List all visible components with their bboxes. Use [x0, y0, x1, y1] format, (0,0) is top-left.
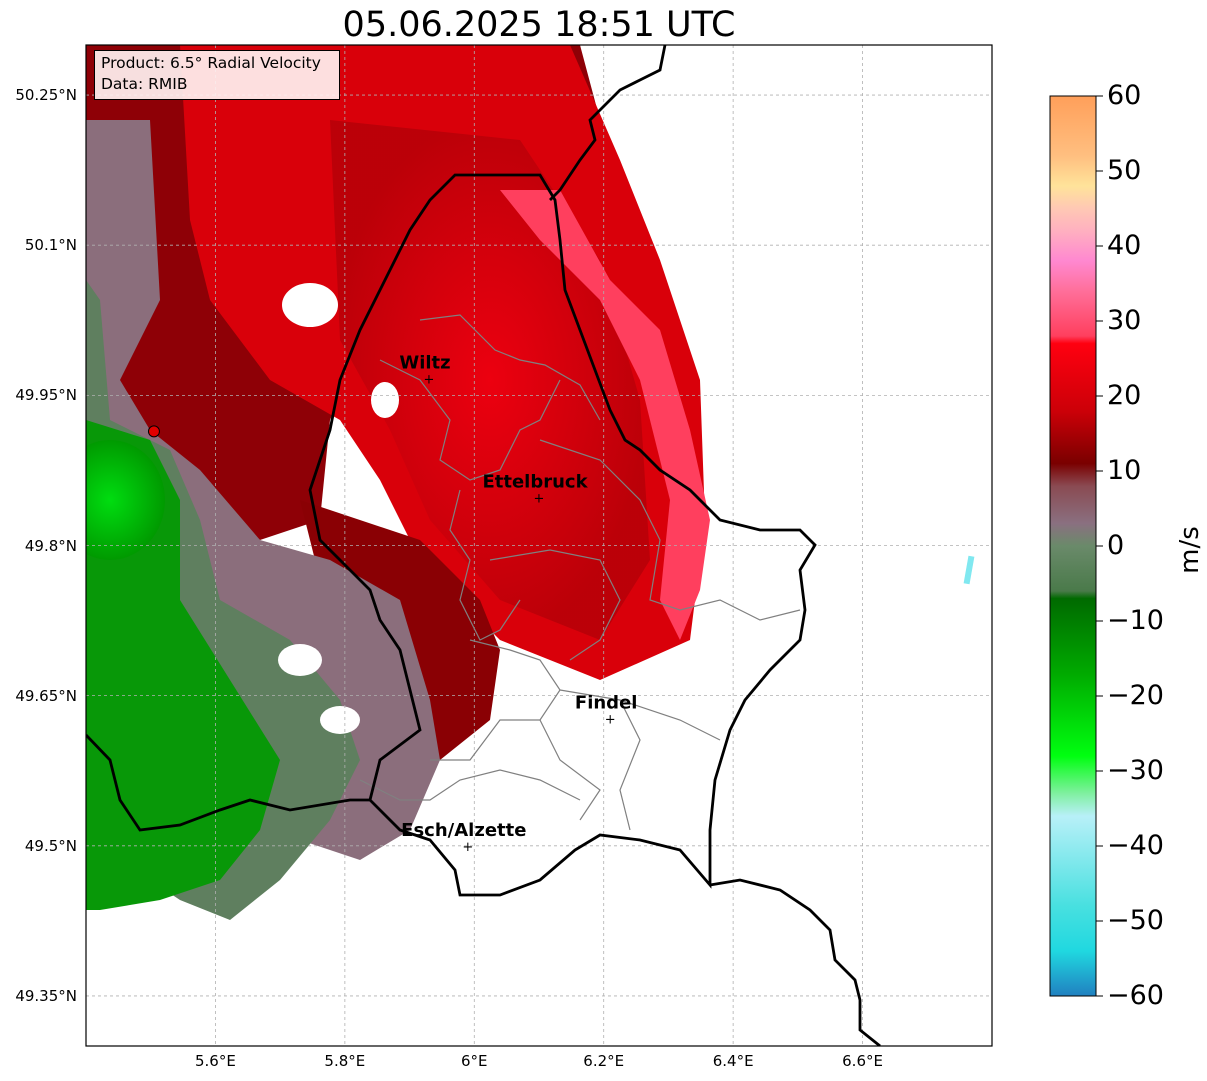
map-frame [85, 44, 993, 1047]
colorbar-tick-label: −40 [1107, 830, 1164, 861]
colorbar-unit-label: m/s [1175, 526, 1205, 574]
city-marker: + [534, 491, 545, 506]
city-markers: +Wiltz+Ettelbruck+Findel+Esch/Alzette [399, 352, 637, 854]
colorbar-tick-label: 50 [1107, 155, 1142, 186]
product-info-box: Product: 6.5° Radial Velocity Data: RMIB [94, 50, 340, 100]
echo-purple [86, 120, 440, 860]
colorbar-tick-label: −60 [1107, 980, 1164, 1011]
national-borders [86, 45, 881, 1046]
lat-tick-label: 49.35°N [15, 986, 77, 1005]
echo-pink [500, 190, 710, 640]
product-label: Product: 6.5° Radial Velocity [101, 54, 321, 72]
lat-tick-label: 49.5°N [24, 836, 77, 855]
border-de-north [549, 45, 667, 201]
colorbar-tick-label: −20 [1107, 680, 1164, 711]
city-marker: + [605, 713, 616, 728]
data-source-label: Data: RMIB [101, 75, 188, 93]
lat-tick-label: 49.8°N [24, 536, 77, 555]
city-label: Findel [575, 693, 638, 714]
lat-tick-label: 49.65°N [15, 686, 77, 705]
border-be-fr [86, 734, 370, 832]
colorbar-tick-label: 10 [1107, 455, 1142, 486]
colorbar [1049, 95, 1103, 997]
colorbar-tick-label: 20 [1107, 380, 1142, 411]
lon-tick-label: 6.6°E [842, 1052, 883, 1070]
city-marker: + [462, 840, 473, 855]
lon-tick-label: 5.6°E [195, 1052, 236, 1070]
lon-tick-label: 6.4°E [712, 1052, 754, 1070]
lon-tick-label: 5.8°E [324, 1052, 366, 1070]
canton-borders [359, 314, 801, 831]
city-label: Wiltz [399, 352, 450, 373]
colorbar-tick-label: 40 [1107, 230, 1142, 261]
echo-green-core [86, 440, 165, 560]
lon-tick-label: 6°E [461, 1052, 488, 1070]
radar-field [86, 45, 975, 920]
radar-site-marker [147, 425, 160, 438]
colorbar-tick-label: 60 [1107, 80, 1142, 111]
colorbar-tick-label: −50 [1107, 905, 1164, 936]
map-title: 05.06.2025 18:51 UTC [342, 5, 736, 45]
lat-tick-label: 50.1°N [24, 236, 77, 255]
colorbar-tick-label: −10 [1107, 605, 1164, 636]
lon-tick-label: 6.2°E [583, 1052, 625, 1070]
city-label: Esch/Alzette [401, 820, 526, 841]
border-fr-de [709, 878, 881, 1046]
city-marker: + [424, 372, 435, 387]
lat-tick-label: 49.95°N [15, 386, 77, 405]
border-lu [308, 173, 817, 897]
colorbar-tick-label: 30 [1107, 305, 1142, 336]
colorbar-tick-label: −30 [1107, 755, 1164, 786]
colorbar-tick-label: 0 [1107, 530, 1125, 561]
lat-tick-label: 50.25°N [15, 86, 77, 105]
city-label: Ettelbruck [482, 471, 588, 492]
